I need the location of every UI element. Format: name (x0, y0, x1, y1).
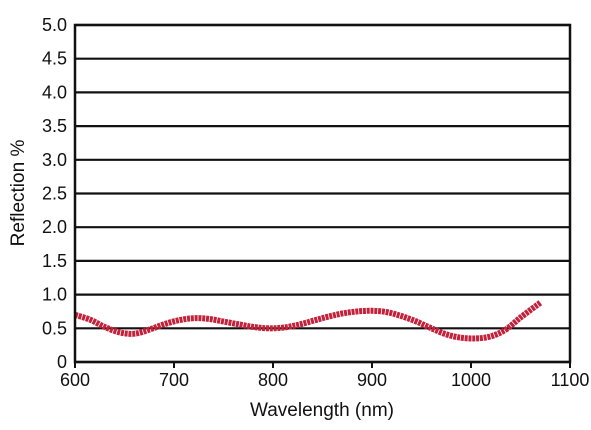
y-axis-title: Reflection % (8, 140, 29, 247)
x-tick-labels: 600 700 800 900 1000 1100 (60, 370, 589, 390)
y-tick-label: 2.0 (42, 217, 67, 237)
y-tick-label: 3.0 (42, 150, 67, 170)
x-tick-label: 900 (357, 370, 387, 390)
y-tick-label: 0 (57, 352, 67, 372)
y-tick-label: 4.5 (42, 49, 67, 69)
x-tick-label: 1000 (451, 370, 491, 390)
plot-frame (73, 23, 572, 364)
y-tick-label: 1.5 (42, 251, 67, 271)
x-axis-title: Wavelength (nm) (250, 400, 394, 421)
y-tick-label: 4.0 (42, 82, 67, 102)
reflection-line (74, 300, 543, 342)
x-tick-label: 1100 (551, 370, 590, 390)
x-tick-label: 800 (258, 370, 288, 390)
y-tick-label: 0.5 (42, 318, 67, 338)
y-tick-label: 5.0 (42, 15, 67, 35)
y-tick-label: 2.5 (42, 184, 67, 204)
y-tick-labels: 0 0.5 1.0 1.5 2.0 2.5 3.0 3.5 4.0 4.5 5.0 (42, 15, 67, 372)
series-group (74, 300, 543, 342)
x-tick-label: 700 (159, 370, 189, 390)
y-tick-label: 1.0 (42, 285, 67, 305)
y-tick-label: 3.5 (42, 116, 67, 136)
x-tick-label: 600 (60, 370, 90, 390)
